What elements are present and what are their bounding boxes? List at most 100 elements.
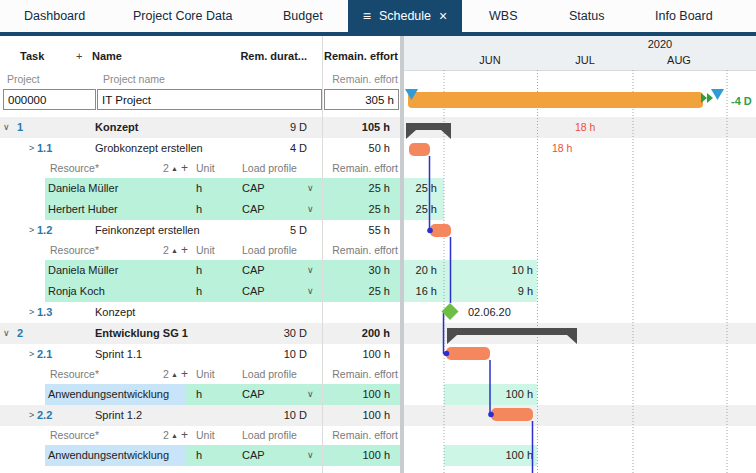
project-id-input[interactable] [3, 89, 96, 110]
task-number[interactable]: 2 [17, 323, 23, 344]
duration-cell: 4 D [230, 138, 307, 159]
table-gantt-divider[interactable] [400, 36, 404, 473]
duration-cell: 10 D [230, 344, 307, 365]
expand-icon[interactable]: ∨ [3, 323, 10, 344]
tab-status[interactable]: Status [569, 0, 604, 32]
add-resource-button[interactable]: + [181, 159, 188, 178]
project-delta-label: -4 D [731, 95, 752, 107]
remain-effort-cell: 100 h [300, 445, 390, 466]
load-profile-cell[interactable]: CAP [242, 384, 265, 405]
task-row-1: ∨ 1 Konzept 9 D 105 h 18 h [0, 117, 756, 138]
task-number[interactable]: 1.3 [37, 302, 52, 323]
period-effort-label: 25 h [404, 178, 437, 199]
task-number[interactable]: 1 [17, 117, 23, 138]
load-profile-column-label: Load profile [242, 365, 297, 384]
effort-cell: 200 h [300, 323, 390, 344]
sort-count[interactable]: 2 [163, 241, 169, 260]
close-icon[interactable]: × [439, 9, 447, 23]
sort-count[interactable]: 2 [163, 159, 169, 178]
task-bar-1-1[interactable] [409, 143, 430, 156]
remain-effort-column-label: Remain. effort [310, 426, 398, 445]
load-profile-column-label: Load profile [242, 159, 297, 178]
project-effort-input[interactable] [324, 89, 399, 110]
collapse-icon[interactable]: > [29, 405, 34, 426]
add-resource-button[interactable]: + [181, 365, 188, 384]
task-name: Sprint 1.2 [95, 405, 142, 426]
tab-schedule[interactable]: ≡ Schedule × [348, 0, 462, 32]
menu-icon[interactable]: ≡ [363, 9, 371, 23]
task-number[interactable]: 1.1 [37, 138, 52, 159]
collapse-icon[interactable]: > [29, 138, 34, 159]
remain-effort-cell: 25 h [300, 178, 390, 199]
sort-asc-icon[interactable]: ▲ [171, 365, 178, 384]
duration-cell: 10 D [230, 405, 307, 426]
task-number[interactable]: 2.2 [37, 405, 52, 426]
resource-column-label: Resource* [50, 159, 99, 178]
expand-icon[interactable]: ∨ [3, 117, 10, 138]
tab-budget[interactable]: Budget [283, 0, 323, 32]
sort-asc-icon[interactable]: ▲ [171, 426, 178, 445]
resource-row: Anwendungsentwicklung h CAP ∨ 100 h 100 … [0, 384, 756, 405]
column-header-rem-duration: Rem. durat... [230, 50, 307, 62]
tab-project-core-data[interactable]: Project Core Data [133, 0, 232, 32]
sort-asc-icon[interactable]: ▲ [171, 241, 178, 260]
load-profile-cell[interactable]: CAP [242, 445, 265, 466]
period-effort-label: 25 h [404, 199, 437, 220]
sort-asc-icon[interactable]: ▲ [171, 159, 178, 178]
load-profile-column-label: Load profile [242, 241, 297, 260]
collapse-icon[interactable]: > [29, 344, 34, 365]
sort-count[interactable]: 2 [163, 365, 169, 384]
collapse-icon[interactable]: > [29, 220, 34, 241]
task-number[interactable]: 2.1 [37, 344, 52, 365]
project-end-marker [711, 89, 724, 100]
resource-header-row: Resource* 2 ▲ + Unit Load profile Remain… [0, 241, 756, 260]
column-header-task: Task [20, 50, 44, 62]
add-resource-button[interactable]: + [181, 426, 188, 445]
load-profile-cell[interactable]: CAP [242, 178, 265, 199]
tab-dashboard[interactable]: Dashboard [24, 0, 85, 32]
task-number[interactable]: 1.2 [37, 220, 52, 241]
task-row-2-1: > 2.1 Sprint 1.1 10 D 100 h [0, 344, 756, 365]
project-bar[interactable] [408, 92, 703, 108]
resource-row: Daniela Müller h CAP ∨ 30 h 20 h 10 h [0, 260, 756, 281]
task-bar-2-2[interactable] [491, 408, 533, 421]
column-header-name: Name [92, 50, 122, 62]
unit-cell: h [196, 445, 202, 466]
load-profile-column-label: Load profile [242, 426, 297, 445]
year-label: 2020 [630, 38, 690, 50]
milestone-date-label: 02.06.20 [468, 302, 511, 323]
add-resource-button[interactable]: + [181, 241, 188, 260]
effort-cell: 55 h [300, 220, 390, 241]
subheader-project-name: Project name [103, 73, 165, 85]
tab-wbs[interactable]: WBS [489, 0, 517, 32]
remain-effort-cell: 100 h [300, 384, 390, 405]
load-profile-cell[interactable]: CAP [242, 199, 265, 220]
task-row-1-3: > 1.3 Konzept 02.06.20 [0, 302, 756, 323]
resource-name: Herbert Huber [48, 199, 118, 220]
task-name: Entwicklung SG 1 [95, 323, 188, 344]
tab-info-board[interactable]: Info Board [655, 0, 713, 32]
remain-effort-column-label: Remain. effort [310, 159, 398, 178]
resource-name: Anwendungsentwicklung [48, 384, 169, 405]
load-profile-cell[interactable]: CAP [242, 260, 265, 281]
duration-cell: 5 D [230, 220, 307, 241]
sort-count[interactable]: 2 [163, 426, 169, 445]
resource-name: Daniela Müller [48, 260, 118, 281]
collapse-icon[interactable]: > [29, 302, 34, 323]
month-label-aug: AUG [659, 54, 699, 66]
resource-name: Ronja Koch [48, 281, 105, 302]
unit-cell: h [196, 281, 202, 302]
remain-effort-cell: 25 h [300, 199, 390, 220]
remain-effort-cell: 30 h [300, 260, 390, 281]
task-bar-2-1[interactable] [446, 347, 490, 360]
period-effort-label: 9 h [478, 281, 533, 302]
add-column-button[interactable]: + [76, 50, 82, 62]
load-profile-cell[interactable]: CAP [242, 281, 265, 302]
effort-cell: 50 h [300, 138, 390, 159]
resource-column-label: Resource* [50, 426, 99, 445]
tab-schedule-label: Schedule [379, 9, 431, 23]
overload-label: 18 h [552, 138, 580, 159]
task-bar-1-2[interactable] [430, 224, 451, 237]
project-name-input[interactable] [97, 89, 322, 110]
remain-effort-column-label: Remain. effort [310, 241, 398, 260]
